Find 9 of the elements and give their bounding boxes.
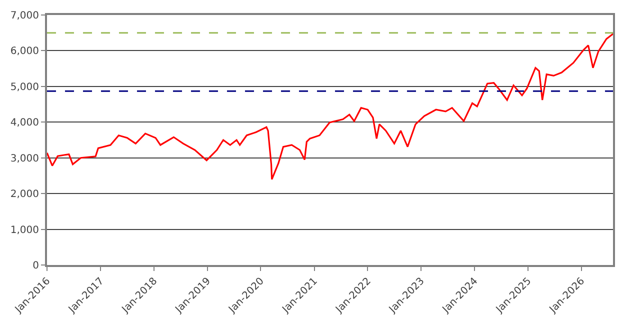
y-tick-label: 4,000 — [10, 118, 39, 129]
y-tick-label: 5,000 — [10, 82, 39, 93]
y-tick-label: 7,000 — [10, 10, 39, 22]
y-tick-label: 3,000 — [10, 153, 39, 164]
y-tick-label: 6,000 — [10, 46, 39, 58]
y-tick-label: 0 — [32, 260, 39, 272]
line-series — [47, 33, 613, 180]
y-tick-label: 2,000 — [10, 189, 39, 200]
y-tick-label: 1,000 — [10, 224, 39, 236]
